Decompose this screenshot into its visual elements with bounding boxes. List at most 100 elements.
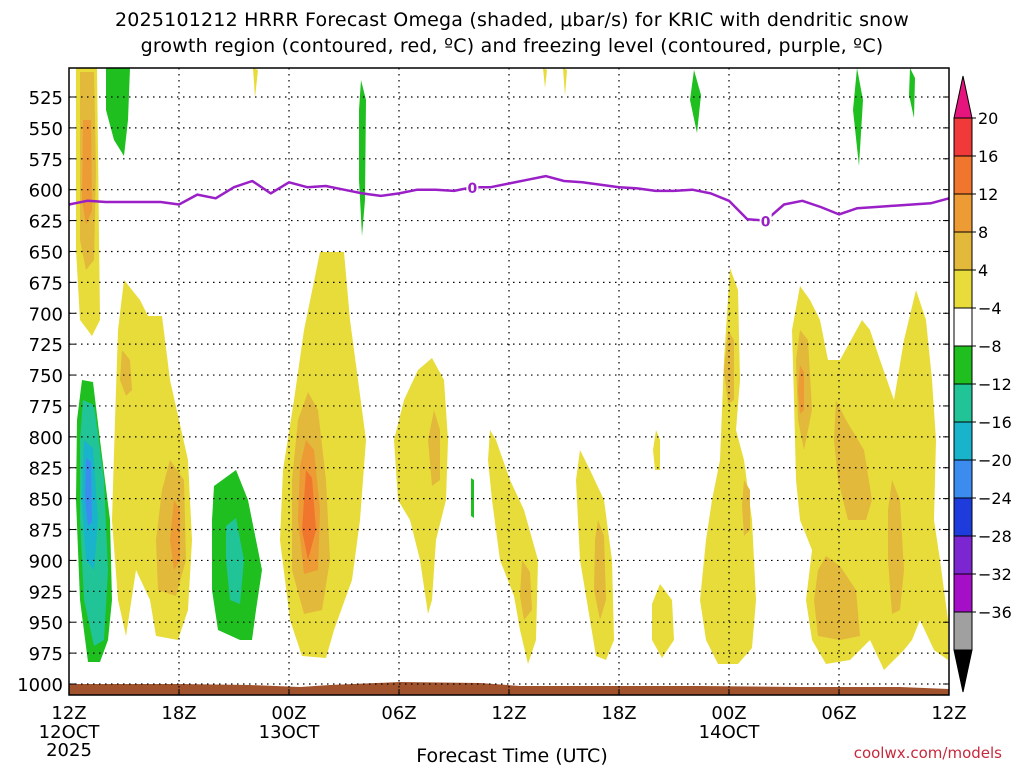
- omega-region-0000z-core: [302, 470, 316, 560]
- colorbar-top-triangle: [953, 75, 973, 119]
- colorbar-segment-11: [953, 535, 973, 575]
- omega-region-2000z-yellow-lower: [652, 584, 674, 658]
- y-tick-label-600: 600: [29, 181, 63, 202]
- colorbar-label-12: −32: [978, 565, 1012, 584]
- omega-region-0000z-day2-orange-upper: [724, 330, 734, 404]
- colorbar-segment-3: [953, 231, 973, 271]
- omega-region-upper-green-1: [106, 68, 130, 156]
- omega-shading: [76, 68, 948, 670]
- omega-region-0600z-day2-core-a: [798, 365, 804, 414]
- omega-region-1600z-orange: [594, 520, 606, 620]
- plot-border: [68, 67, 950, 696]
- colorbar-bottom-triangle: [953, 649, 973, 693]
- omega-region-0600z-day2-orange-c: [814, 556, 860, 640]
- colorbar-label-1: 16: [978, 147, 998, 166]
- x-axis-title: Forecast Time (UTC): [416, 745, 608, 767]
- omega-region-1800z-core: [170, 500, 180, 570]
- omega-region-upper-green-2: [359, 80, 366, 236]
- omega-region-upper-left-core: [82, 120, 92, 225]
- colorbar-segment-4: [953, 269, 973, 309]
- colorbar-segment-12: [953, 573, 973, 613]
- x-tick-label-3: 06Z: [381, 703, 416, 724]
- x-tick-label-1: 18Z: [161, 703, 196, 724]
- chart-title-line2: growth region (contoured, red, ºC) and f…: [140, 35, 884, 57]
- x-tick-date-6: 14OCT: [699, 722, 761, 743]
- y-tick-label-800: 800: [29, 428, 63, 449]
- x-tick-date-0: 12OCT: [39, 722, 101, 743]
- omega-region-0000z-day2-orange-lower: [742, 480, 750, 536]
- y-tick-label-525: 525: [29, 88, 63, 109]
- omega-region-0600z-green: [471, 478, 474, 518]
- colorbar-label-10: −24: [978, 489, 1012, 508]
- x-tick-label-4: 12Z: [491, 703, 526, 724]
- y-tick-label-925: 925: [29, 582, 63, 603]
- chart-title-line1: 2025101212 HRRR Forecast Omega (shaded, …: [115, 9, 909, 31]
- x-tick-label-5: 18Z: [601, 703, 636, 724]
- colorbar-segment-2: [953, 193, 973, 233]
- omega-region-upper-green-3: [690, 70, 701, 133]
- omega-region-upper-green-5: [909, 68, 915, 118]
- y-tick-label-975: 975: [29, 644, 63, 665]
- freezing-level-label-bg-0: [466, 179, 479, 195]
- colorbar-segment-1: [953, 155, 973, 195]
- colorbar-label-8: −16: [978, 413, 1012, 432]
- colorbar-label-3: 8: [978, 223, 988, 242]
- colorbar-segment-13: [953, 611, 973, 651]
- freezing-level-label-bg-1: [759, 212, 772, 228]
- omega-region-0600z-day2-orange-b: [834, 400, 872, 520]
- freezing-level-group: 00: [68, 174, 950, 231]
- x-tick-label-0: 12Z: [51, 703, 86, 724]
- omega-region-0000z-day2-yellow: [700, 268, 756, 664]
- colorbar-label-6: −8: [978, 337, 1002, 356]
- y-tick-label-950: 950: [29, 613, 63, 634]
- omega-region-0600z-day2-orange-d: [888, 480, 904, 614]
- colorbar-segment-10: [953, 497, 973, 537]
- y-tick-label-1000: 1000: [17, 675, 63, 696]
- colorbar-label-0: 20: [978, 109, 998, 128]
- colorbar: 20 16 12 8 4 −4 −8 −12 −16 −20 −24 −28 −32 −36: [953, 75, 1012, 693]
- x-tick-date-2: 13OCT: [259, 722, 321, 743]
- y-tick-label-700: 700: [29, 304, 63, 325]
- colorbar-segment-7: [953, 383, 973, 423]
- omega-region-left-blue: [85, 458, 92, 526]
- gridlines: [69, 68, 949, 695]
- y-tick-label-900: 900: [29, 551, 63, 572]
- x-tick-year-0: 2025: [46, 740, 92, 761]
- watermark-site: coolwx.com/models: [853, 744, 1002, 762]
- colorbar-label-2: 12: [978, 185, 998, 204]
- freezing-level-label-0: 0: [467, 181, 477, 197]
- y-tick-label-875: 875: [29, 521, 63, 542]
- y-tick-label-550: 550: [29, 119, 63, 140]
- colorbar-label-9: −20: [978, 451, 1012, 470]
- colorbar-label-11: −28: [978, 527, 1012, 546]
- x-tick-label-6: 00Z: [711, 703, 746, 724]
- colorbar-label-5: −4: [978, 299, 1002, 318]
- omega-region-2000z-yellow-small: [653, 430, 660, 470]
- colorbar-segment-5: [953, 307, 973, 347]
- omega-region-0600z-orange: [428, 410, 440, 486]
- x-tick-label-7: 06Z: [821, 703, 856, 724]
- y-tick-label-750: 750: [29, 366, 63, 387]
- colorbar-segment-0: [953, 117, 973, 157]
- y-tick-label-725: 725: [29, 335, 63, 356]
- colorbar-segment-9: [953, 459, 973, 499]
- colorbar-label-13: −36: [978, 603, 1012, 622]
- y-tick-label-625: 625: [29, 212, 63, 233]
- colorbar-segment-6: [953, 345, 973, 385]
- colorbar-segment-8: [953, 421, 973, 461]
- x-tick-label-8: 12Z: [931, 703, 966, 724]
- y-axis: 525 550 575 600 625 650 675 700 725 750 775 800 825 8…: [17, 88, 949, 696]
- y-tick-label-825: 825: [29, 459, 63, 480]
- omega-region-upper-green-4: [853, 68, 863, 166]
- y-tick-label-775: 775: [29, 397, 63, 418]
- omega-region-2100z-teal: [226, 518, 244, 604]
- y-tick-label-850: 850: [29, 490, 63, 511]
- freezing-level-line: [68, 174, 950, 222]
- y-tick-label-675: 675: [29, 273, 63, 294]
- colorbar-label-4: 4: [978, 261, 988, 280]
- omega-region-1800z-orange-upper: [120, 350, 132, 396]
- x-tick-label-2: 00Z: [271, 703, 306, 724]
- freezing-level-label-1: 0: [761, 215, 771, 231]
